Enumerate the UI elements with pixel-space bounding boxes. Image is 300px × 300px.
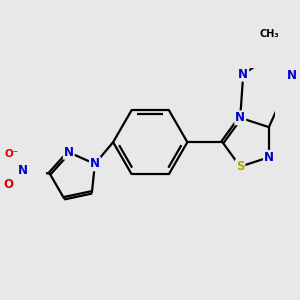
Text: S: S <box>236 160 244 173</box>
Text: O⁻: O⁻ <box>4 149 19 159</box>
Text: N: N <box>64 146 74 159</box>
Text: N: N <box>90 158 100 170</box>
Text: O: O <box>3 178 13 191</box>
Text: N: N <box>264 151 274 164</box>
Text: N: N <box>238 68 248 81</box>
Text: N: N <box>18 164 28 177</box>
Text: N: N <box>287 69 297 82</box>
Text: N: N <box>235 111 245 124</box>
Text: CH₃: CH₃ <box>259 29 279 39</box>
